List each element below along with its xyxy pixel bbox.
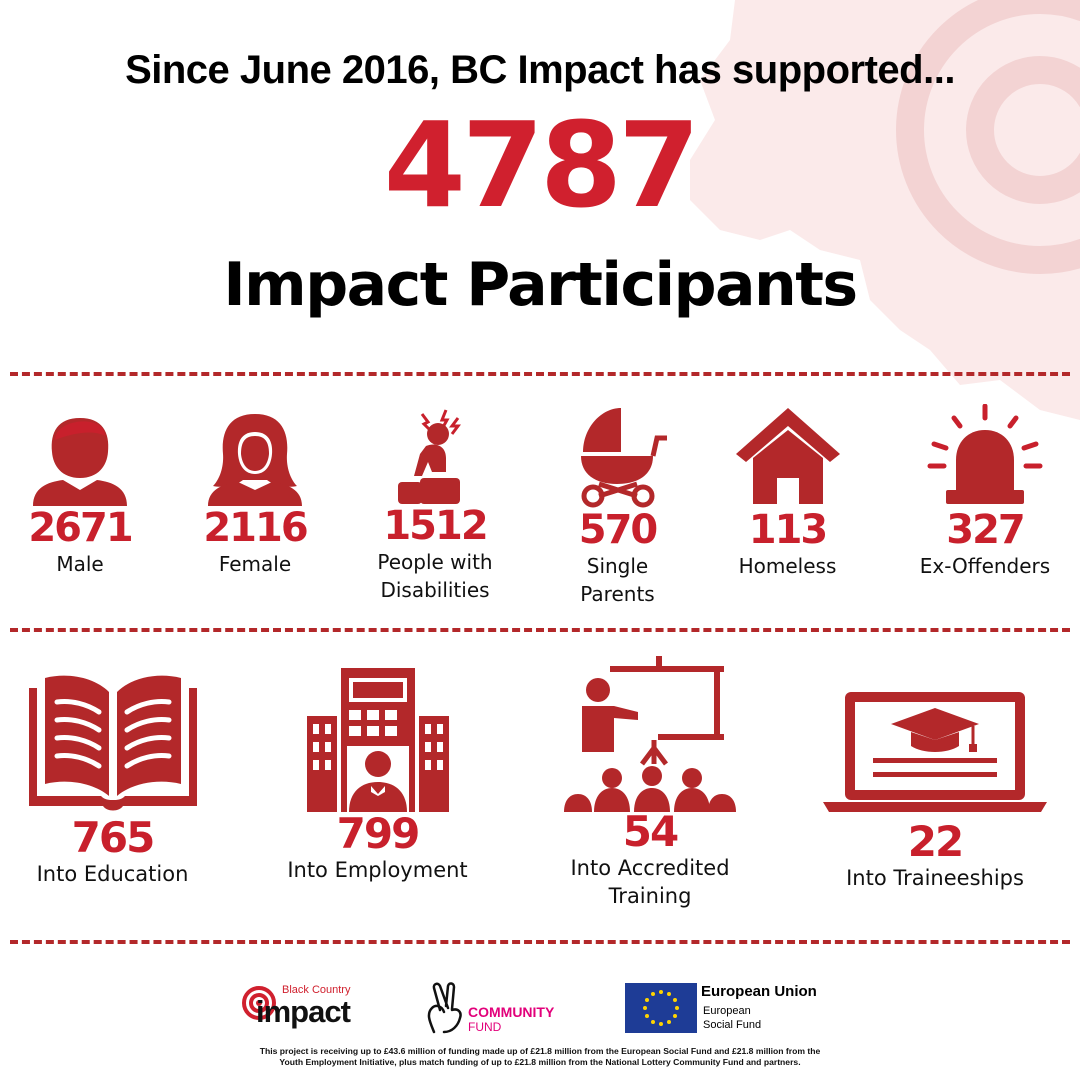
stat-disabilities: 1512 People with Disabilities [360, 404, 510, 604]
ex-offenders-value: 327 [946, 507, 1026, 553]
employment-label: Into Employment [287, 858, 468, 882]
eu-line1: European [703, 1005, 751, 1017]
disabilities-value: 1512 [383, 503, 488, 549]
employment-value: 799 [336, 809, 421, 858]
divider-top [10, 372, 1070, 376]
eu-title: European Union [701, 983, 817, 1000]
presentation-icon [545, 654, 755, 814]
community-fund-line1: COMMUNITY [468, 1004, 555, 1020]
european-union-logo: European Union European Social Fund [625, 983, 845, 1035]
funding-note-line2: Youth Employment Initiative, plus match … [279, 1057, 801, 1067]
disabilities-label-line1: People with [377, 550, 493, 574]
education-value: 765 [71, 813, 156, 862]
single-parents-value: 570 [578, 507, 659, 553]
female-value: 2116 [203, 505, 308, 551]
bci-big-text: impact [256, 994, 351, 1029]
male-value: 2671 [28, 505, 133, 551]
stat-education: 765 Into Education [20, 668, 205, 888]
ex-offenders-label: Ex-Offenders [919, 554, 1051, 578]
stat-traineeships: 22 Into Traineeships [815, 690, 1055, 892]
stat-employment: 799 Into Employment [280, 664, 475, 884]
education-label: Into Education [36, 862, 189, 886]
book-icon [20, 668, 205, 816]
single-parents-label-line1: Single [586, 554, 649, 578]
black-country-impact-logo: Black Country impact [242, 984, 372, 1034]
traineeships-value: 22 [907, 817, 964, 866]
female-icon [195, 410, 315, 506]
house-icon [725, 404, 850, 508]
homeless-label: Homeless [738, 554, 837, 578]
female-label: Female [218, 552, 292, 576]
pram-icon [560, 404, 675, 508]
divider-middle [10, 628, 1070, 632]
eu-flag-icon [625, 983, 697, 1033]
traineeships-label: Into Traineeships [846, 866, 1024, 890]
funder-logos: Black Country impact COMMUNITY FUND Euro… [0, 978, 1080, 1038]
headline: Since June 2016, BC Impact has supported… [125, 48, 955, 92]
accredited-training-label-line1: Into Accredited [570, 856, 730, 880]
accredited-training-value: 54 [622, 807, 679, 856]
stat-accredited-training: 54 Into Accredited Training [545, 654, 755, 910]
employment-icon [280, 664, 475, 816]
eu-line2: Social Fund [703, 1019, 762, 1031]
laptop-graduation-icon [815, 690, 1055, 814]
accredited-training-label-line2: Training [608, 884, 692, 908]
male-label: Male [56, 552, 104, 576]
male-icon [20, 410, 140, 506]
community-fund-line2: FUND [468, 1020, 502, 1034]
stat-male: 2671 Male [20, 410, 140, 578]
homeless-value: 113 [748, 507, 829, 553]
target-icon [242, 986, 276, 1020]
bci-small-text: Black Country [282, 984, 351, 996]
single-parents-label-line2: Parents [580, 582, 655, 606]
disabilities-label-line2: Disabilities [380, 578, 490, 602]
stat-homeless: 113 Homeless [725, 404, 850, 580]
funding-note-line1: This project is receiving up to £43.6 mi… [259, 1046, 821, 1056]
disability-icon [360, 404, 510, 506]
siren-icon [905, 404, 1065, 508]
stat-single-parents: 570 Single Parents [560, 404, 675, 608]
stat-ex-offenders: 327 Ex-Offenders [905, 404, 1065, 580]
total-participants-number: 4787 [383, 96, 700, 234]
stat-female: 2116 Female [195, 410, 315, 578]
funding-note: This project is receiving up to £43.6 mi… [200, 1046, 880, 1068]
total-participants-label: Impact Participants [223, 250, 858, 320]
community-fund-logo: COMMUNITY FUND [422, 982, 582, 1036]
crossed-fingers-icon [427, 982, 462, 1034]
divider-bottom [10, 940, 1070, 944]
